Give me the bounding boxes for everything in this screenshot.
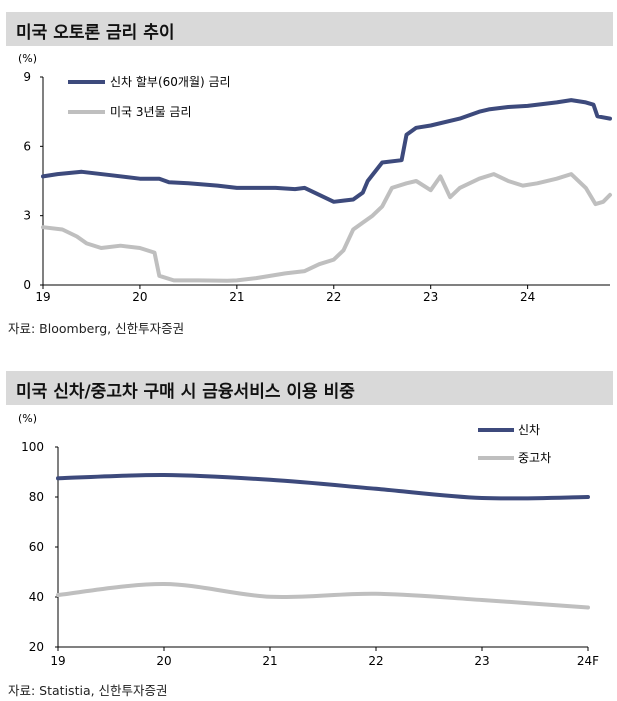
- chart2-x-tick-label: 23: [474, 654, 489, 668]
- chart2-y-tick-label: 80: [29, 490, 44, 504]
- chart2-plot: (%) 20 40 60 80 100 19 20 21 22 23 24F 신차중고차: [0, 0, 617, 701]
- chart2-x-tick-label: 20: [156, 654, 171, 668]
- chart2-legend-label-1: 중고차: [518, 451, 551, 465]
- chart2-x-tick-label: 24F: [577, 654, 599, 668]
- chart2-unit-label: (%): [18, 412, 37, 425]
- chart2-y-tick-label: 20: [29, 640, 44, 654]
- chart2-x-tick-label: 22: [368, 654, 383, 668]
- chart2-source: 자료: Statistia, 신한투자증권: [8, 680, 168, 699]
- chart2-x-tick-label: 19: [50, 654, 65, 668]
- chart2-y-tick-label: 100: [21, 440, 44, 454]
- chart2-series-line-0: [58, 475, 588, 498]
- chart2-legend-label-0: 신차: [518, 423, 540, 437]
- chart2-y-tick-label: 40: [29, 590, 44, 604]
- chart2-x-tick-label: 21: [262, 654, 277, 668]
- chart2-y-tick-label: 60: [29, 540, 44, 554]
- chart2-series-line-1: [58, 584, 588, 608]
